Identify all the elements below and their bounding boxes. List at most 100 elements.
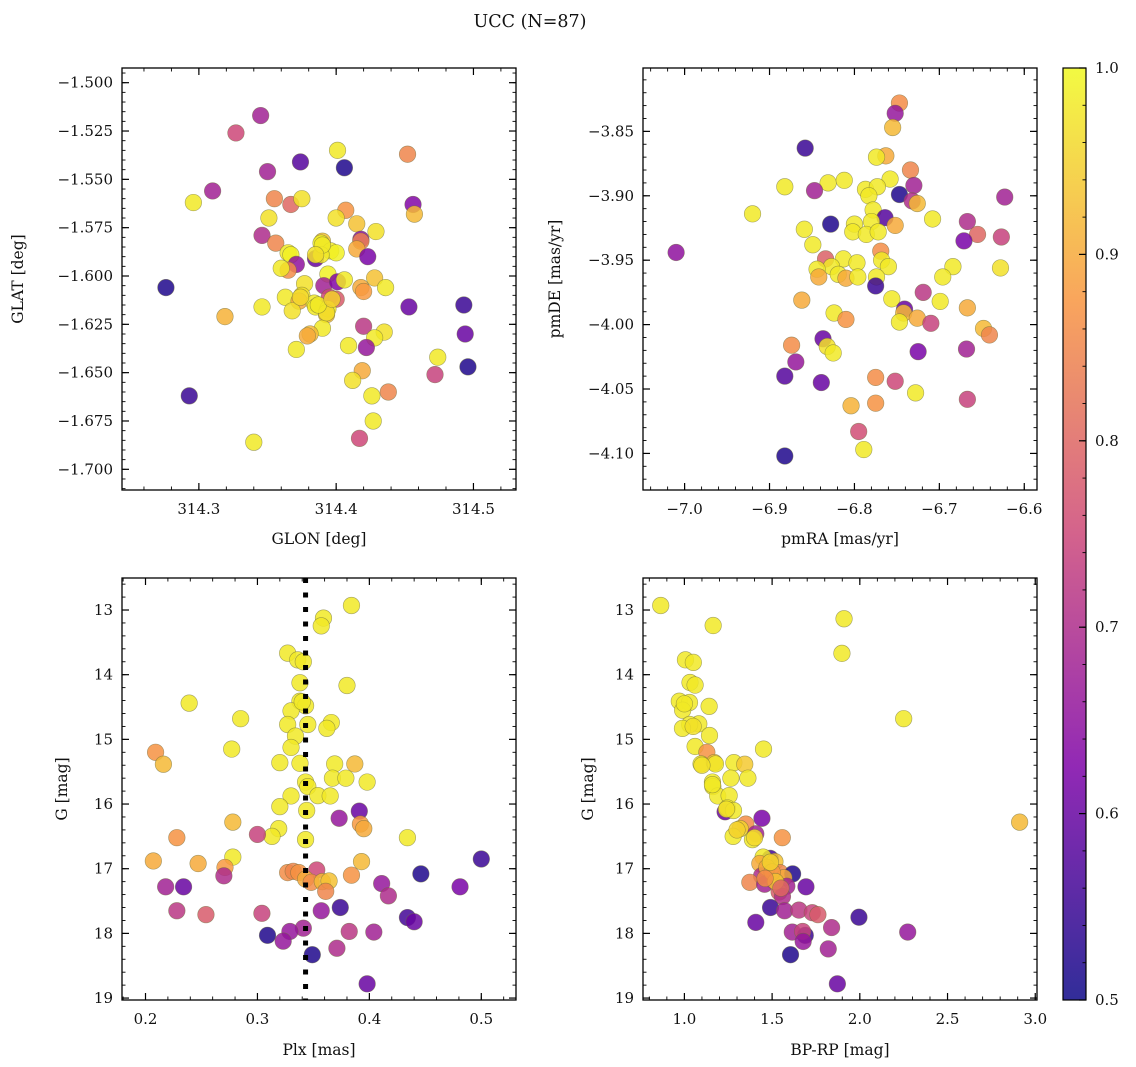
data-point [174, 878, 193, 896]
axes-frame [642, 577, 1038, 1001]
data-point [886, 216, 904, 235]
minor-ticks [122, 68, 516, 490]
data-point [700, 726, 719, 745]
y-tick-label: −1.500 [57, 74, 113, 92]
data-point [833, 644, 851, 662]
data-point [879, 258, 898, 276]
data-point [339, 336, 358, 355]
data-point [338, 676, 356, 695]
x-tick-label: 0.4 [357, 1010, 381, 1028]
data-point [472, 850, 490, 868]
data-point [168, 902, 186, 920]
data-point [728, 821, 746, 839]
data-point [922, 314, 940, 332]
data-point [886, 372, 904, 390]
data-point [365, 269, 384, 287]
data-point [291, 153, 310, 171]
y-tick-label: 16 [94, 795, 113, 813]
data-point [822, 918, 841, 937]
scatter-points [667, 94, 1014, 465]
y-tick-label: 18 [94, 924, 113, 942]
axes-frame [642, 67, 1038, 491]
data-point [684, 653, 702, 672]
y-tick-label: −4.05 [588, 380, 634, 398]
data-point [180, 694, 198, 712]
data-point [358, 975, 376, 993]
data-point [890, 313, 909, 331]
colorbar-tick-label: 0.6 [1095, 805, 1119, 823]
x-tick-label: −7.0 [666, 500, 702, 518]
data-point [675, 695, 693, 713]
colorbar-tick-label: 0.9 [1095, 245, 1119, 263]
data-point [328, 141, 347, 159]
data-point [704, 616, 722, 635]
data-point [157, 878, 175, 896]
data-point [456, 325, 474, 343]
data-point [355, 820, 373, 838]
data-point [703, 776, 722, 794]
data-point [271, 798, 289, 816]
data-point [761, 853, 779, 871]
data-point [367, 222, 385, 241]
y-tick-label: −3.90 [588, 187, 634, 205]
data-point [819, 940, 837, 958]
data-point [835, 610, 853, 628]
data-point [379, 383, 397, 401]
y-tick-label: −1.700 [57, 460, 113, 478]
data-point [337, 769, 355, 787]
data-point [837, 310, 855, 329]
x-tick-label: 0.5 [469, 1010, 493, 1028]
data-point [253, 298, 271, 316]
data-point [312, 902, 330, 920]
data-point [992, 228, 1010, 246]
x-tick-label: 0.2 [134, 1010, 158, 1028]
data-point [303, 946, 321, 964]
data-point [272, 259, 290, 277]
data-point [168, 829, 186, 847]
y-tick-label: −3.85 [588, 122, 634, 140]
data-point [317, 882, 335, 900]
y-axis-label: G [mag] [53, 757, 71, 820]
data-point [686, 676, 704, 694]
y-tick-label: 14 [94, 666, 113, 684]
data-point [232, 710, 250, 728]
data-point [335, 271, 353, 289]
y-tick-label: −1.625 [57, 315, 113, 333]
data-point [350, 429, 369, 447]
data-point [743, 205, 762, 223]
data-point [886, 104, 904, 122]
data-point [867, 277, 885, 295]
panel-plx-g: Plx [mas] G [mag] 0.2 0.3 0.4 0.5 13 14 15 16 17… [53, 577, 517, 1059]
colorbar-tick-label: 0.8 [1095, 432, 1119, 450]
data-point [797, 878, 815, 896]
data-point [342, 596, 361, 615]
data-point [996, 188, 1014, 206]
y-tick-label: −1.600 [57, 267, 113, 285]
data-point [955, 232, 973, 250]
data-point [809, 906, 827, 924]
panel-pmra-pmde: pmRA [mas/yr] pmDE [mas/yr] −7.0 −6.9 −6.8… [546, 67, 1042, 548]
scatter-points [652, 596, 1029, 993]
data-point [282, 738, 300, 757]
data-point [884, 118, 902, 137]
data-point [405, 205, 424, 223]
colorbar-gradient [1062, 67, 1087, 1001]
y-tick-label: 13 [94, 601, 113, 619]
y-tick-label: 19 [615, 989, 634, 1007]
data-point [867, 148, 886, 166]
data-point [849, 268, 867, 286]
data-point [693, 756, 711, 774]
data-point [263, 827, 281, 845]
y-tick-label: 18 [615, 924, 634, 942]
data-point [253, 226, 271, 245]
data-point [184, 193, 202, 212]
data-point [258, 163, 277, 181]
colorbar: 0.5 0.6 0.7 0.8 0.9 1.0 [1062, 59, 1119, 1009]
x-axis-label: Plx [mas] [282, 1041, 355, 1059]
data-point [934, 268, 952, 286]
y-tick-label: 17 [615, 860, 634, 878]
data-point [899, 923, 917, 941]
data-point [340, 922, 358, 941]
x-tick-label: 2.5 [936, 1010, 960, 1028]
y-axis-label: GLAT [deg] [9, 234, 27, 323]
